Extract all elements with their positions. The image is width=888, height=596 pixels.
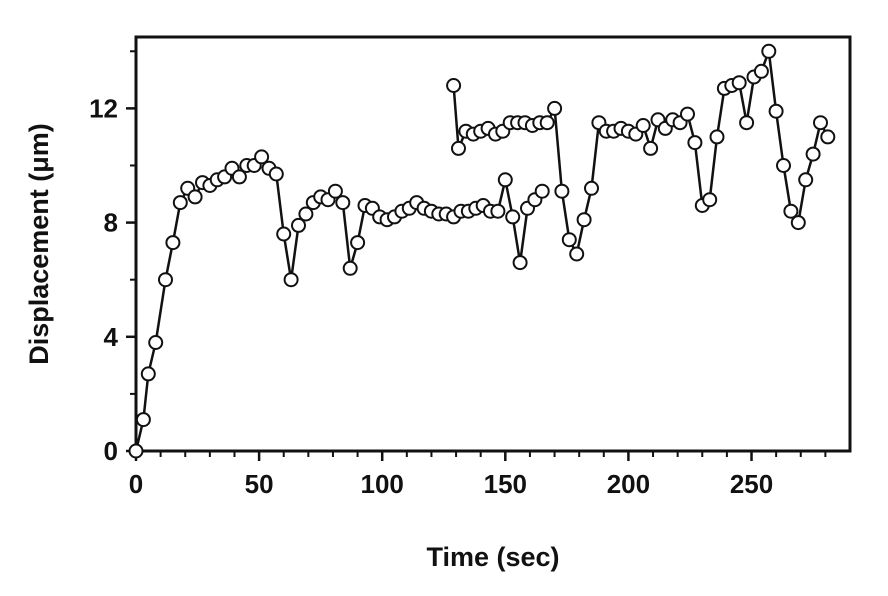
series-2-point-50 bbox=[813, 115, 828, 131]
y-tick-label-8: 8 bbox=[104, 208, 118, 238]
x-tick-label-50: 50 bbox=[245, 469, 274, 499]
x-axis-title: Time (sec) bbox=[426, 542, 559, 572]
data-series bbox=[128, 43, 836, 459]
series-2-point-33 bbox=[687, 135, 703, 151]
series-1 bbox=[128, 149, 550, 459]
series-2-point-27 bbox=[643, 140, 659, 156]
series-2-point-14 bbox=[547, 100, 563, 116]
series-1-point-27 bbox=[327, 183, 343, 199]
x-tick-label-150: 150 bbox=[484, 469, 527, 499]
y-tick-label-0: 0 bbox=[104, 436, 118, 466]
series-2-point-19 bbox=[584, 180, 599, 196]
y-axis-title: Displacement (μm) bbox=[24, 123, 54, 365]
y-tick-label-12: 12 bbox=[89, 93, 118, 123]
series-1-point-0 bbox=[128, 443, 144, 459]
series-1-point-29 bbox=[342, 260, 358, 276]
series-1-point-17 bbox=[254, 149, 270, 165]
series-2-point-48 bbox=[798, 172, 814, 188]
y-tick-label-4: 4 bbox=[104, 322, 119, 352]
series-1-point-1 bbox=[135, 412, 151, 428]
axis-tick-labels: 0 50 100 150 200 250 0 4 8 12 bbox=[89, 93, 773, 499]
series-2-point-0 bbox=[446, 78, 462, 93]
series-1-point-22 bbox=[291, 217, 306, 233]
series-1-point-55 bbox=[534, 183, 550, 199]
series-2-point-46 bbox=[783, 203, 799, 219]
series-1-point-21 bbox=[283, 272, 299, 288]
series-1-point-6 bbox=[172, 195, 188, 211]
series-2-point-18 bbox=[576, 212, 592, 228]
series-2-point-15 bbox=[554, 183, 570, 199]
series-1-point-3 bbox=[148, 335, 164, 350]
series-2-point-47 bbox=[790, 215, 806, 231]
series-1-point-30 bbox=[350, 235, 366, 251]
series-1-point-20 bbox=[276, 226, 292, 242]
series-2 bbox=[446, 43, 836, 262]
series-2-point-45 bbox=[776, 158, 791, 173]
series-1-point-8 bbox=[187, 189, 203, 205]
series-1-point-49 bbox=[490, 203, 506, 219]
series-2-point-32 bbox=[680, 106, 695, 122]
series-2-point-13 bbox=[539, 115, 555, 131]
series-2-point-43 bbox=[761, 43, 777, 59]
series-1-point-2 bbox=[140, 366, 156, 382]
series-2-point-44 bbox=[768, 103, 784, 119]
series-2-point-1 bbox=[451, 140, 466, 156]
series-2-point-40 bbox=[739, 115, 755, 131]
x-tick-label-0: 0 bbox=[129, 469, 143, 499]
series-1-point-51 bbox=[505, 209, 521, 225]
series-2-point-17 bbox=[569, 246, 585, 262]
series-2-point-36 bbox=[709, 129, 725, 145]
plot-area-frame bbox=[134, 35, 852, 453]
series-1-point-28 bbox=[335, 195, 351, 211]
series-1-point-5 bbox=[165, 235, 181, 251]
series-1-point-14 bbox=[231, 169, 247, 185]
series-2-point-51 bbox=[820, 129, 836, 145]
series-2-point-42 bbox=[753, 63, 769, 79]
series-2-point-26 bbox=[635, 118, 651, 133]
series-1-point-52 bbox=[512, 255, 528, 271]
x-tick-label-100: 100 bbox=[361, 469, 404, 499]
series-2-point-39 bbox=[731, 75, 747, 91]
x-tick-label-200: 200 bbox=[607, 469, 650, 499]
x-tick-label-250: 250 bbox=[730, 469, 773, 499]
series-1-point-19 bbox=[268, 166, 284, 182]
series-1-point-23 bbox=[298, 206, 314, 222]
series-2-point-49 bbox=[805, 146, 821, 162]
series-2-point-16 bbox=[561, 232, 577, 248]
series-2-point-35 bbox=[702, 192, 718, 208]
series-1-point-50 bbox=[497, 172, 513, 188]
series-1-point-4 bbox=[158, 272, 173, 288]
axis-ticks bbox=[126, 50, 827, 461]
